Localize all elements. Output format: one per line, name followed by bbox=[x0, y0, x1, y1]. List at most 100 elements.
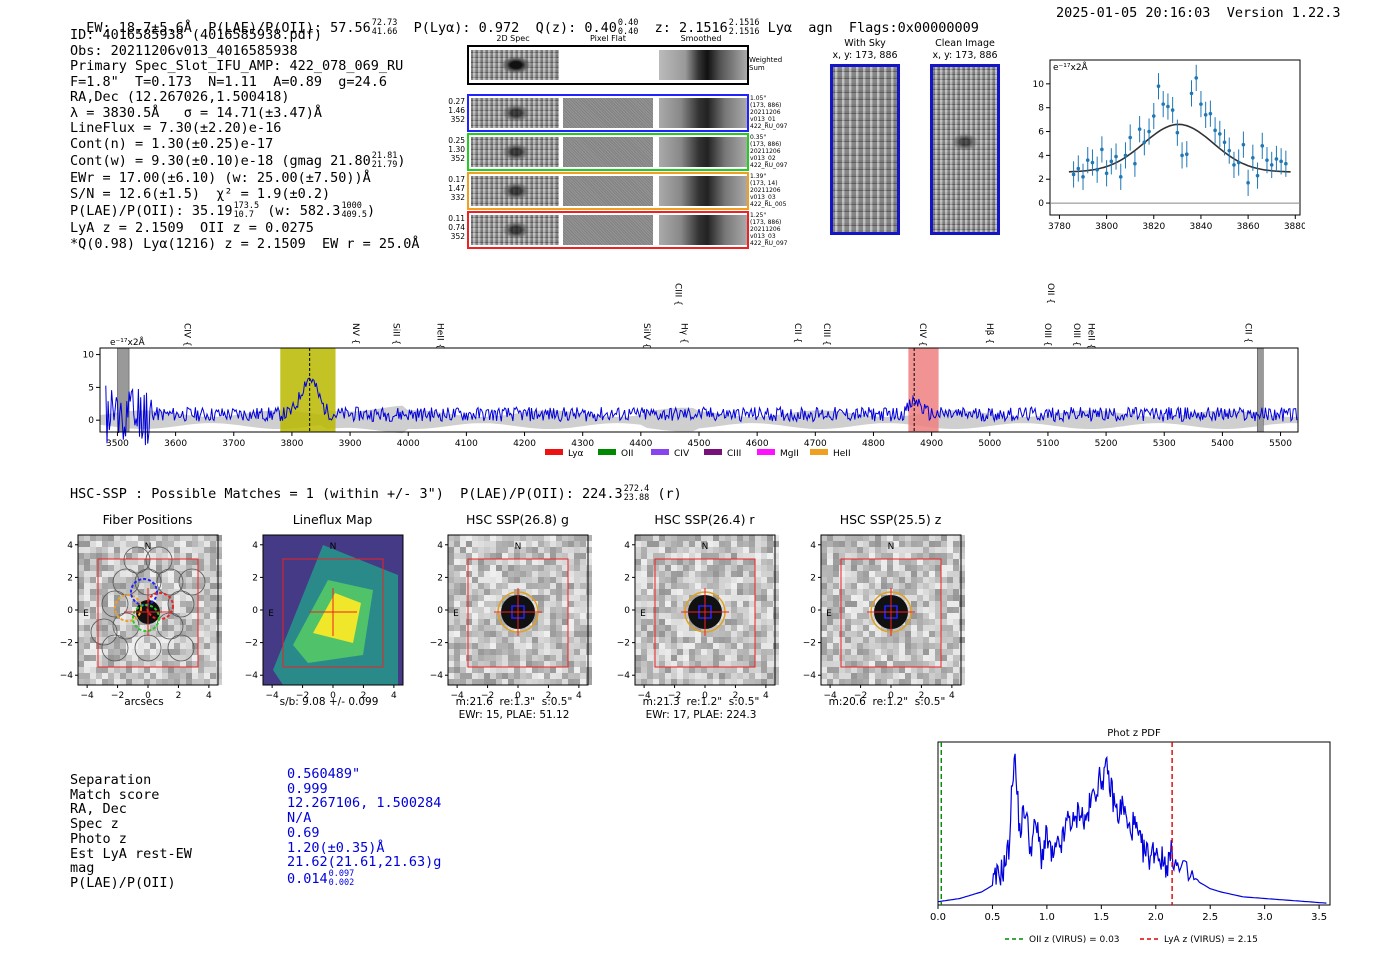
info-fit: F=1.8" T=0.173 N=1.11 A=0.89 g=24.6 bbox=[70, 73, 387, 90]
cutout-pixel bbox=[126, 667, 132, 673]
full-xtick-label: 4900 bbox=[920, 439, 943, 449]
cutout-pixel bbox=[677, 625, 683, 631]
cutout-pixel bbox=[502, 649, 508, 655]
cutout-pixel bbox=[216, 565, 222, 571]
match-label: Est LyA rest-EW bbox=[70, 845, 192, 862]
cutout-pixel bbox=[496, 619, 502, 625]
cutout-pixel bbox=[562, 535, 568, 541]
cutout-pixel bbox=[959, 667, 965, 673]
cutout-pixel bbox=[773, 559, 779, 565]
cutout-pixel bbox=[875, 661, 881, 667]
zoom-ytick-label: 4 bbox=[1038, 151, 1044, 161]
cutout-pixel bbox=[156, 565, 162, 571]
cutout-pixel bbox=[150, 577, 156, 583]
cutout-pixel bbox=[108, 547, 114, 553]
weighted-sum-flat bbox=[561, 50, 657, 80]
cutout-pixel bbox=[821, 619, 827, 625]
cutout-pixel bbox=[851, 667, 857, 673]
cutout-pixel bbox=[448, 571, 454, 577]
cutout-pixel bbox=[490, 619, 496, 625]
cutout-pixel bbox=[725, 553, 731, 559]
full-legend-label: HeII bbox=[833, 449, 851, 459]
cutout-pixel bbox=[695, 679, 701, 685]
cutout-pixel bbox=[869, 631, 875, 637]
cutout-ytick-label: −2 bbox=[60, 639, 73, 649]
full-xtick-label: 4400 bbox=[629, 439, 652, 449]
cutout-pixel bbox=[749, 661, 755, 667]
cutout-pixel bbox=[863, 565, 869, 571]
cutout-pixel bbox=[138, 541, 144, 547]
cutout-pixel bbox=[923, 613, 929, 619]
cutout-pixel bbox=[761, 631, 767, 637]
cutout-pixel bbox=[574, 649, 580, 655]
cutout-pixel bbox=[210, 535, 216, 541]
cutout-pixel bbox=[857, 631, 863, 637]
cutout-pixel bbox=[755, 583, 761, 589]
cutout-pixel bbox=[484, 679, 490, 685]
cutout-pixel bbox=[144, 589, 150, 595]
cutout-pixel bbox=[508, 643, 514, 649]
pdf-title: Phot z PDF bbox=[1107, 728, 1161, 739]
cutout-pixel bbox=[827, 535, 833, 541]
cutout-pixel bbox=[550, 649, 556, 655]
cutout-pixel bbox=[683, 649, 689, 655]
cutout-pixel bbox=[538, 613, 544, 619]
cutout-pixel bbox=[84, 679, 90, 685]
cutout-pixel bbox=[941, 571, 947, 577]
full-masked-region bbox=[1257, 347, 1264, 433]
cutout-pixel bbox=[827, 553, 833, 559]
cutout-pixel bbox=[502, 643, 508, 649]
cutout-pixel bbox=[899, 649, 905, 655]
zoom-data-point bbox=[1076, 166, 1081, 171]
compass-n: N bbox=[145, 542, 152, 552]
cutout-pixel bbox=[472, 667, 478, 673]
cutout-pixel bbox=[959, 649, 965, 655]
cutout-pixel bbox=[168, 619, 174, 625]
cutout-pixel bbox=[562, 613, 568, 619]
cutout-pixel bbox=[899, 661, 905, 667]
cutout-pixel bbox=[454, 595, 460, 601]
cutout-pixel bbox=[839, 535, 845, 541]
cutout-pixel bbox=[863, 571, 869, 577]
cutout-pixel bbox=[755, 589, 761, 595]
cutout-pixel bbox=[472, 559, 478, 565]
cutout-pixel bbox=[502, 661, 508, 667]
cutout-pixel bbox=[562, 577, 568, 583]
cutout-pixel bbox=[186, 559, 192, 565]
cutout-pixel bbox=[707, 637, 713, 643]
cutout-pixel bbox=[84, 583, 90, 589]
full-xtick-label: 3800 bbox=[280, 439, 303, 449]
cutout-pixel bbox=[108, 655, 114, 661]
cutout-pixel bbox=[959, 661, 965, 667]
cutout-pixel bbox=[568, 571, 574, 577]
full-xtick-label: 5200 bbox=[1095, 439, 1118, 449]
cutout-pixel bbox=[454, 613, 460, 619]
cutout-pixel bbox=[84, 571, 90, 577]
cutout-pixel bbox=[466, 595, 472, 601]
cutout-pixel bbox=[84, 673, 90, 679]
cutout-pixel bbox=[114, 559, 120, 565]
cutout-pixel bbox=[737, 583, 743, 589]
spec2d-row-blob bbox=[493, 98, 539, 128]
cutout-pixel bbox=[905, 649, 911, 655]
cutout-pixel bbox=[641, 667, 647, 673]
cutout-pixel bbox=[580, 661, 586, 667]
cutout-pixel bbox=[761, 541, 767, 547]
cutout-pixel bbox=[204, 571, 210, 577]
cutout-pixel bbox=[84, 589, 90, 595]
cutout-pixel bbox=[144, 541, 150, 547]
cutout-pixel bbox=[911, 625, 917, 631]
cutout-pixel bbox=[102, 565, 108, 571]
cutout-pixel bbox=[502, 673, 508, 679]
cutout-pixel bbox=[653, 535, 659, 541]
cutout-pixel bbox=[490, 553, 496, 559]
cutout-pixel bbox=[767, 661, 773, 667]
cutout-pixel bbox=[168, 631, 174, 637]
cutout-pixel bbox=[701, 631, 707, 637]
cutout-pixel bbox=[833, 571, 839, 577]
cutout-pixel bbox=[174, 661, 180, 667]
full-line-label: OII { bbox=[1045, 283, 1055, 304]
cutout-pixel bbox=[102, 601, 108, 607]
cutout-pixel bbox=[677, 637, 683, 643]
